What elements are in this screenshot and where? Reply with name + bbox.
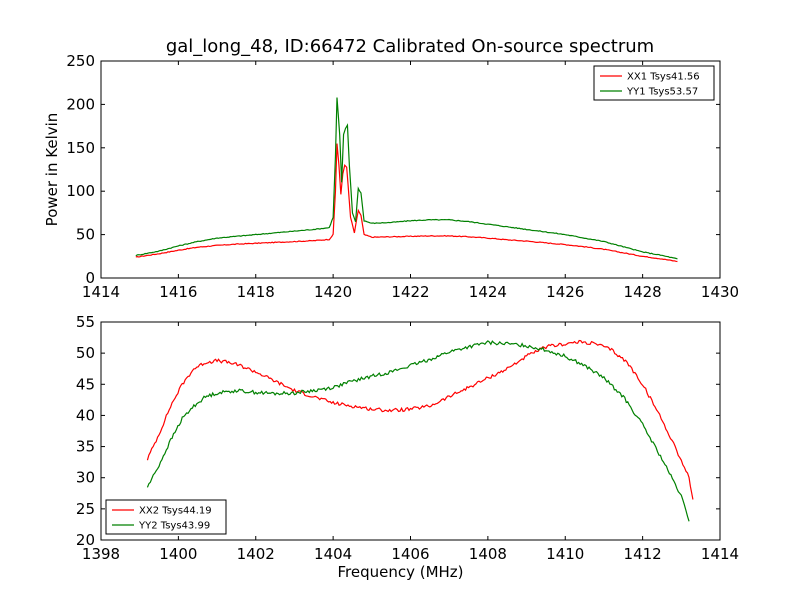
y-tick-label: 200 (66, 95, 95, 113)
x-tick-label: 1414 (82, 283, 120, 301)
series-line-2 (146, 340, 690, 522)
legend-entry: XX2 Tsys44.19 (139, 506, 212, 517)
x-tick-label: 1428 (624, 283, 662, 301)
x-tick-label: 1398 (82, 545, 120, 563)
legend-entry: YY1 Tsys53.57 (626, 87, 698, 98)
y-tick-label: 250 (66, 52, 95, 70)
y-tick-label: 25 (76, 500, 95, 518)
x-tick-label: 1400 (159, 545, 197, 563)
x-tick-label: 1402 (237, 545, 275, 563)
figure-title: gal_long_48, ID:66472 Calibrated On-sour… (166, 36, 654, 57)
y-tick-label: 50 (76, 344, 95, 362)
top-spectrum-plot: 1414 1416 1418 1420 1422 1424 1426 1428 1430 0 50 1… (43, 52, 739, 301)
y-tick-label: 100 (66, 182, 95, 200)
series-line-1 (146, 339, 694, 500)
legend: XX1 Tsys41.56 YY1 Tsys53.57 (593, 65, 715, 101)
bottom-spectrum-plot: 1398 1400 1402 1404 1406 1408 1410 1412 1414 20 25… (76, 313, 739, 581)
x-tick-label: 1426 (546, 283, 584, 301)
y-tick-label: 50 (76, 226, 95, 244)
y-tick-label: 35 (76, 438, 95, 456)
legend: XX2 Tsys44.19 YY2 Tsys43.99 (105, 499, 227, 535)
y-tick-label: 20 (76, 531, 95, 549)
legend-box (593, 65, 715, 101)
y-axis-label: Power in Kelvin (43, 113, 61, 227)
x-tick-label: 1408 (469, 545, 507, 563)
x-axis-label: Frequency (MHz) (337, 563, 463, 581)
x-tick-label: 1416 (159, 283, 197, 301)
x-tick-label: 1412 (624, 545, 662, 563)
plot-area (146, 339, 694, 522)
y-tick-label: 150 (66, 139, 95, 157)
y-tick-label: 30 (76, 469, 95, 487)
x-tick-label: 1422 (391, 283, 429, 301)
y-tick-label: 45 (76, 375, 95, 393)
series-line-2 (135, 97, 678, 260)
legend-entry: YY2 Tsys43.99 (138, 521, 210, 532)
x-tick-label: 1418 (237, 283, 275, 301)
y-tick-label: 40 (76, 406, 95, 424)
x-tick-label: 1406 (391, 545, 429, 563)
x-tick-label: 1420 (314, 283, 352, 301)
x-tick-label: 1424 (469, 283, 507, 301)
x-tick-label: 1410 (546, 545, 584, 563)
y-tick-label: 0 (85, 269, 95, 287)
y-tick-label: 55 (76, 313, 95, 331)
plot-area (135, 97, 678, 263)
x-tick-label: 1404 (314, 545, 352, 563)
x-tick-label: 1430 (701, 283, 739, 301)
series-line-1 (135, 143, 678, 263)
legend-entry: XX1 Tsys41.56 (627, 72, 700, 83)
legend-box (105, 499, 227, 535)
x-tick-label: 1414 (701, 545, 739, 563)
